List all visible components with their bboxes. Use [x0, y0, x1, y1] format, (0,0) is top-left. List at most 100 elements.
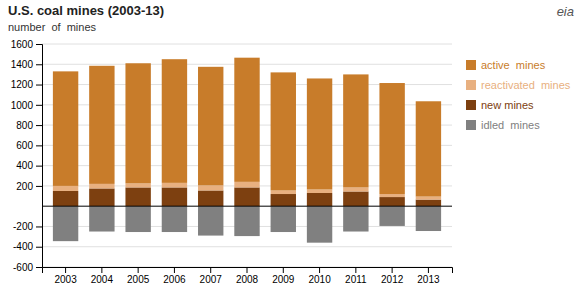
tick-mark — [319, 267, 320, 273]
bar — [379, 83, 404, 194]
bar — [271, 194, 296, 206]
bar — [234, 58, 259, 182]
bar — [307, 193, 332, 206]
bar — [271, 72, 296, 190]
bar — [162, 59, 187, 183]
legend-item: idled mines — [466, 119, 540, 131]
tick-mark — [65, 267, 66, 273]
bar — [125, 63, 150, 183]
series — [53, 58, 441, 197]
tick: 1000 — [11, 100, 42, 111]
tick-mark — [36, 44, 42, 45]
bar — [125, 187, 150, 206]
bar — [53, 186, 78, 191]
chart: -600 -400 -200 200 400 600 800 1000 1200 1400 1600… — [0, 0, 582, 291]
tick-label: -200 — [13, 221, 33, 232]
tick: 600 — [16, 140, 42, 151]
bar — [53, 71, 78, 186]
bar — [234, 187, 259, 206]
tick-label: 400 — [16, 160, 33, 171]
tick-mark — [428, 267, 429, 273]
tick: 2008 — [236, 267, 259, 285]
tick: 1400 — [11, 59, 42, 70]
bar — [379, 197, 404, 206]
tick-mark — [101, 267, 102, 273]
series — [53, 206, 441, 242]
tick-label: 800 — [16, 120, 33, 131]
tick-mark — [36, 186, 42, 187]
tick-mark — [36, 166, 42, 167]
tick-mark — [283, 267, 284, 273]
tick-label: 2009 — [272, 274, 295, 285]
bar — [343, 191, 368, 206]
tick-mark — [36, 247, 42, 248]
bar — [125, 206, 150, 232]
bar — [307, 78, 332, 189]
legend: active minesreactivated minesnew minesid… — [466, 59, 571, 131]
tick-label: 1000 — [11, 100, 34, 111]
tick: 2004 — [91, 267, 114, 285]
legend-label: new mines — [481, 99, 534, 111]
tick-label: 200 — [16, 181, 33, 192]
tick: 200 — [16, 181, 42, 192]
tick-mark — [36, 226, 42, 227]
tick: -400 — [13, 241, 42, 252]
tick: 2009 — [272, 267, 295, 285]
bar — [198, 185, 223, 190]
legend-label: idled mines — [481, 119, 540, 131]
bar — [89, 66, 114, 184]
tick: -600 — [13, 262, 42, 273]
bar — [89, 184, 114, 189]
bar — [416, 197, 441, 200]
bar — [343, 206, 368, 231]
tick-mark — [36, 145, 42, 146]
legend-label: active mines — [481, 59, 546, 71]
bar — [162, 187, 187, 206]
tick-label: 2006 — [163, 274, 186, 285]
tick-mark — [36, 105, 42, 106]
tick-mark — [174, 267, 175, 273]
bar — [53, 206, 78, 241]
tick: 1600 — [11, 39, 42, 50]
tick-label: 1600 — [11, 39, 34, 50]
tick: 2005 — [127, 267, 150, 285]
tick-mark — [36, 64, 42, 65]
bar — [343, 74, 368, 187]
axis-line — [43, 268, 453, 274]
bar — [307, 189, 332, 193]
title: U.S. coal mines (2003-13) — [8, 3, 164, 18]
baseline — [42, 206, 452, 207]
y-label: number of mines — [8, 21, 97, 33]
bar — [234, 206, 259, 236]
tick-mark — [247, 267, 248, 273]
grid-line — [42, 246, 452, 247]
tick-label: 1200 — [11, 79, 34, 90]
bar — [53, 191, 78, 206]
tick: 400 — [16, 160, 42, 171]
tick-mark — [138, 267, 139, 273]
tick: 2007 — [200, 267, 223, 285]
tick-label: 2011 — [345, 274, 367, 285]
tick: 1200 — [11, 79, 42, 90]
bar — [271, 190, 296, 194]
tick-label: 1400 — [11, 59, 34, 70]
bar — [416, 101, 441, 196]
bar — [89, 206, 114, 231]
bar — [234, 182, 259, 188]
bar — [89, 188, 114, 206]
axis-line — [36, 45, 43, 268]
tick-label: 2007 — [200, 274, 223, 285]
legend-swatch — [466, 120, 476, 130]
bar — [198, 206, 223, 235]
tick: 2006 — [163, 267, 186, 285]
tick: 2013 — [417, 267, 440, 285]
bar — [162, 183, 187, 188]
bar — [198, 190, 223, 206]
plot: -600 -400 -200 200 400 600 800 1000 1200 1400 1600… — [11, 39, 453, 285]
legend-item: active mines — [466, 59, 546, 71]
tick: 2010 — [308, 267, 331, 285]
legend-swatch — [466, 80, 476, 90]
bar — [343, 187, 368, 191]
bar — [379, 206, 404, 226]
tick-label: 2005 — [127, 274, 150, 285]
